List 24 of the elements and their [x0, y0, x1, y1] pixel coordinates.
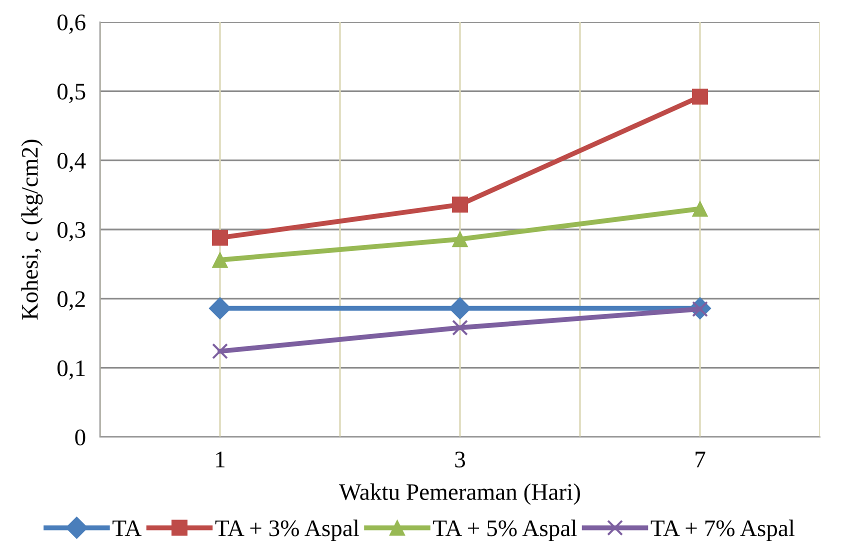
x-tick-label: 1 — [216, 452, 224, 468]
y-tick-label: 0,2 — [57, 291, 85, 310]
point — [452, 231, 468, 248]
y-tick-label: 0,3 — [57, 222, 86, 242]
y-tick-label: 0,6 — [57, 14, 86, 34]
point — [212, 343, 228, 360]
y-tick-label: 0 — [75, 429, 86, 446]
point — [212, 252, 228, 268]
point — [212, 230, 228, 246]
point — [692, 88, 708, 105]
point — [452, 196, 468, 213]
y-tick-label: 0,5 — [57, 84, 86, 103]
x-tick-label: 7 — [696, 452, 706, 468]
legend-label: TA + 7% Aspal — [650, 520, 795, 542]
x-axis-title: Waktu Pemeraman (Hari) — [339, 483, 580, 505]
legend-label: TA + 5% Aspal — [433, 520, 577, 542]
y-tick-label: 0,4 — [57, 152, 86, 172]
point — [692, 200, 708, 217]
point — [452, 320, 468, 336]
legend-label: TA — [112, 520, 142, 536]
y-axis-title: Kohesi, c (kg/cm2) — [21, 140, 43, 320]
legend-label: TA + 3% Aspal — [215, 520, 359, 542]
x-tick-label: 3 — [455, 452, 465, 468]
y-tick-label: 0,1 — [57, 360, 85, 380]
